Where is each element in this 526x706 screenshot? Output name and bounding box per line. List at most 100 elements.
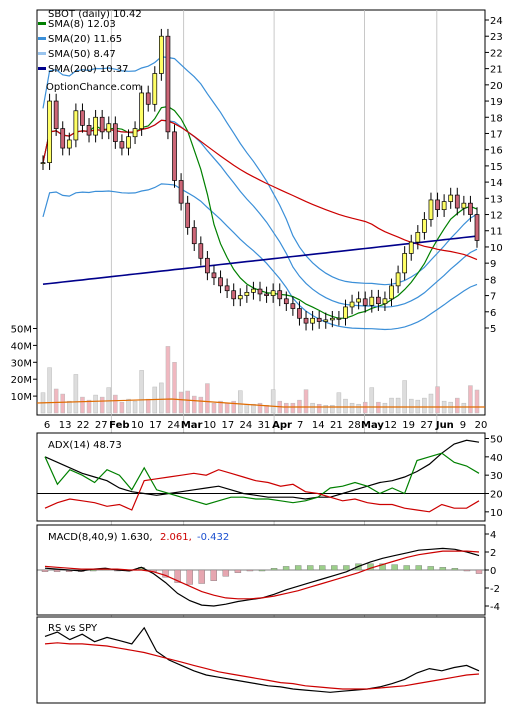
price-tick-label: 15 [490,162,503,173]
volume-bar [93,394,98,414]
indicator-line [44,469,480,513]
volume-bar [310,402,315,414]
x-tick-label: 14 [312,420,325,431]
volume-bar [290,402,296,414]
adx-panel: ADX(14) 48.73 50 40 30 20 10 [36,432,503,522]
volume-bar [303,389,309,414]
candle-body [369,296,375,306]
candle-body [198,243,204,259]
volume-bar [145,398,151,414]
candle-body [66,139,72,149]
candle-body [152,73,158,105]
adx-label: ADX(14) 48.73 [48,440,122,451]
legend-swatch [38,37,46,40]
candle-body [468,202,473,215]
macd-histogram-bar [210,569,217,582]
price-tick-label: 14 [490,178,503,189]
volume-bar [244,403,250,414]
volume-tick-label: 10M [11,392,32,403]
candle-body [172,131,177,181]
moving-averages [42,56,478,331]
price-tick-label: 17 [490,129,503,140]
candle-body [132,128,138,138]
volume-tick-label: 30M [11,358,32,369]
macd-histogram-bar [415,565,422,571]
candle-body [277,290,283,300]
volume-bar [343,398,348,414]
volume-bar [238,390,243,414]
candle-body [178,180,184,204]
candle-body [119,141,125,149]
macd-histogram-bar [343,565,350,571]
candle-body [231,290,237,300]
volume-bar [60,393,65,414]
candle-body [218,277,223,287]
candle-body [316,317,322,322]
candle-body [264,293,269,296]
x-tick-label: Feb [109,420,129,431]
volume-bar [402,380,407,414]
volume-bar [323,404,329,414]
volume-bar [224,402,230,414]
x-tick-label: 27 [95,420,108,431]
x-tick-label: 10 [203,420,216,431]
rs-label: RS vs SPY [48,623,98,634]
candle-body [376,296,381,305]
candle-body [435,199,440,211]
price-tick-label: 19 [490,97,503,108]
volume-bar [474,389,480,414]
x-tick-label: 21 [330,420,343,431]
indicator-tick-label: 40 [490,453,503,464]
candle-body [191,227,197,245]
indicator-line [44,439,480,500]
volume-bar [165,346,171,414]
price-tick-label: 6 [490,308,496,319]
volume-bar [80,396,85,414]
macd-histogram-bar [307,565,314,571]
candle-body [356,298,361,303]
volume-bar [191,395,197,414]
macd-histogram-bar [198,569,205,584]
watermark: OptionChance.com [46,82,141,93]
volume-bar [251,403,256,414]
volume-bar [395,397,401,414]
price-tick-label: 22 [490,48,503,59]
volume-bar [185,390,190,414]
macd-histogram-bar [270,568,278,571]
volume-bar [257,402,263,414]
candle-body [362,298,368,306]
price-tick-label: 16 [490,146,503,157]
volume-bar [126,398,131,414]
legend-label: SMA(20) 11.65 [48,34,122,45]
volume-bar [408,398,414,414]
candle-body [303,317,309,324]
candle-body [224,285,230,292]
candle-body [205,257,210,274]
x-tick-label: 20 [475,420,488,431]
volume-bar [113,394,118,414]
indicator-tick-label: 30 [490,471,503,482]
price-tick-label: 8 [490,275,496,286]
volume-bar [172,362,177,414]
macd-label: MACD(8,40,9) 1.630, [48,532,153,543]
candle-body [257,288,263,295]
macd-histogram-bar [282,566,290,571]
candle-body [244,291,250,296]
volume-bar [316,403,322,414]
price-tick-label: 11 [490,227,503,238]
indicator-tick-label: 10 [490,508,503,519]
candle-body [93,116,98,136]
candle-body [112,123,118,142]
volume-bar [86,399,92,414]
price-tick-label: 23 [490,32,503,43]
x-tick-label: 7 [297,420,303,431]
volume-bar [205,383,210,414]
volume-bar [159,382,164,414]
macd-histogram-bar [258,569,266,572]
candle-body [454,194,460,209]
legend: SMA(8) 12.03 SMA(20) 11.65 SMA(50) 8.47 SMA… [38,19,129,75]
indicator-tick-label: -4 [490,602,500,613]
price-tick-label: 10 [490,243,503,254]
